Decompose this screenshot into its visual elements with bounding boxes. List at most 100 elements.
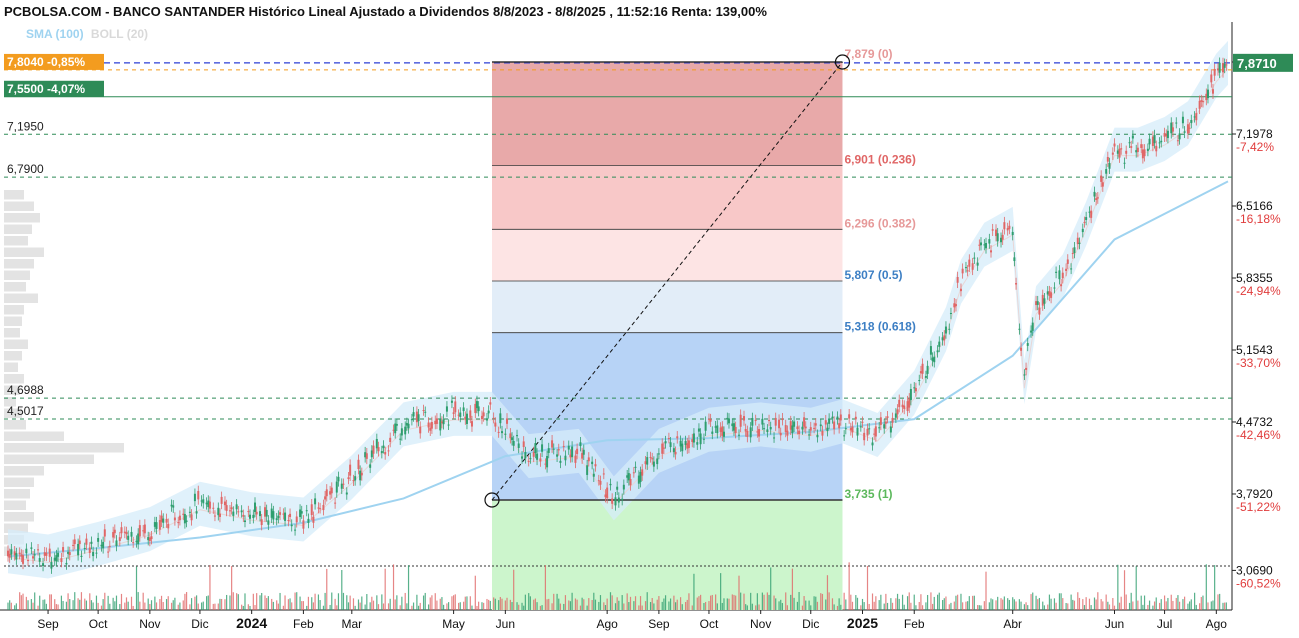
volume-bar: [1179, 601, 1181, 610]
volume-bar: [372, 600, 375, 610]
candle-body: [1171, 127, 1174, 132]
left-price-label: 6,7900: [7, 162, 44, 176]
x-tick-label: Jul: [1157, 617, 1172, 631]
volume-bar: [977, 605, 979, 610]
volume-bar: [271, 598, 273, 610]
candle-body: [696, 442, 699, 445]
candle-body: [1101, 182, 1104, 187]
left-price-label: 4,5017: [7, 404, 44, 418]
volume-bar: [908, 592, 910, 610]
candle-body: [944, 326, 947, 334]
candle-body: [614, 497, 617, 506]
candle-body: [399, 438, 402, 440]
candle-body: [868, 428, 871, 430]
sma-legend-label[interactable]: SMA (100): [26, 27, 84, 41]
volume-bar: [15, 603, 17, 610]
volume-profile-bar: [4, 339, 28, 349]
candle-body: [966, 270, 969, 272]
candle-body: [863, 432, 866, 441]
candle-body: [721, 426, 724, 436]
volume-bar: [217, 603, 219, 610]
volume-bar: [458, 602, 460, 610]
volume-bar: [346, 595, 348, 610]
y-tick-label: 5,1543: [1236, 343, 1273, 357]
volume-bar: [668, 601, 670, 610]
candle-body: [1065, 268, 1068, 271]
candle-body: [170, 504, 173, 507]
volume-bar: [563, 603, 565, 610]
candle-body: [529, 458, 532, 460]
volume-bar: [1167, 597, 1169, 610]
volume-bar: [523, 605, 525, 610]
volume-bar: [693, 573, 695, 610]
volume-bar: [785, 592, 787, 610]
candle-body: [773, 437, 776, 439]
candle-body: [574, 455, 577, 463]
candle-body: [933, 356, 936, 363]
candle-body: [264, 507, 267, 517]
candle-body: [731, 423, 734, 427]
fib-level-label: 7,879 (0): [844, 47, 892, 61]
candle-body: [434, 420, 437, 425]
volume-bar: [1042, 601, 1044, 610]
candle-body: [634, 466, 637, 468]
candle-body: [123, 531, 126, 533]
candle-body: [15, 553, 18, 560]
volume-bar: [307, 596, 310, 610]
volume-bar: [212, 603, 214, 610]
volume-bar: [688, 593, 690, 610]
volume-bar: [232, 592, 234, 610]
candle-body: [903, 405, 906, 409]
volume-bar: [885, 593, 887, 610]
candle-body: [45, 552, 48, 556]
volume-profile-bar: [4, 213, 40, 223]
volume-bar: [773, 595, 775, 610]
candle-body: [62, 547, 65, 552]
volume-bar: [536, 602, 538, 610]
volume-bar: [1200, 597, 1202, 610]
volume-bar: [50, 594, 52, 610]
candle-body: [781, 418, 784, 421]
volume-profile-bar: [4, 443, 124, 453]
candle-body: [1193, 116, 1196, 118]
volume-bar: [1035, 595, 1037, 610]
candle-body: [487, 410, 490, 414]
volume-bar: [207, 595, 209, 610]
volume-profile-bar: [4, 420, 26, 430]
candle-body: [492, 417, 495, 419]
boll-legend-label[interactable]: BOLL (20): [90, 27, 149, 41]
volume-bar: [1012, 597, 1014, 610]
candle-body: [173, 517, 176, 521]
volume-bar: [618, 600, 620, 610]
volume-bar: [294, 592, 296, 610]
volume-bar: [501, 598, 503, 610]
volume-bar: [44, 599, 46, 610]
volume-bar: [821, 593, 824, 610]
candle-body: [672, 448, 675, 453]
volume-bar: [895, 598, 897, 610]
candle-body: [85, 538, 88, 545]
volume-bar: [896, 593, 899, 610]
candle-body: [504, 433, 507, 435]
volume-bar: [581, 597, 583, 610]
candle-body: [337, 476, 340, 482]
candle-body: [809, 427, 812, 431]
volume-bar: [1073, 600, 1076, 610]
candle-body: [1058, 270, 1061, 280]
volume-bar: [1125, 594, 1127, 610]
candle-body: [1061, 272, 1064, 279]
volume-bar: [646, 592, 648, 610]
volume-bar: [843, 592, 845, 610]
candle-body: [80, 555, 83, 557]
volume-bar: [1187, 603, 1189, 610]
candle-body: [1036, 301, 1039, 305]
y-tick-pct: -60,52%: [1236, 576, 1281, 590]
x-tick-label: Dic: [191, 617, 208, 631]
volume-bar: [674, 602, 677, 610]
volume-bar: [357, 599, 360, 610]
candle-body: [499, 413, 502, 424]
volume-bar: [691, 605, 693, 610]
volume-bar: [7, 602, 9, 610]
volume-bar: [14, 605, 16, 610]
